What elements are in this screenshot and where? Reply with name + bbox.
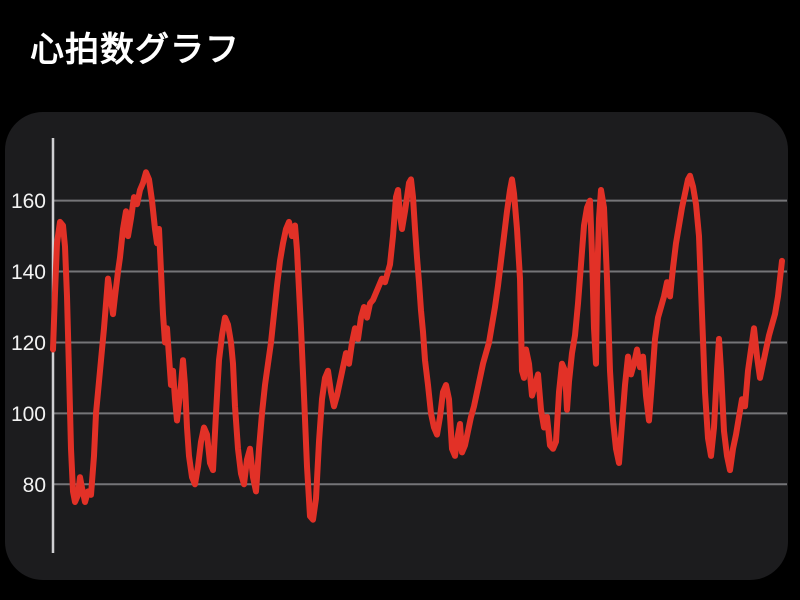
page-title: 心拍数グラフ (30, 31, 240, 69)
y-tick-label: 100 (11, 403, 46, 426)
y-tick-label: 120 (11, 332, 46, 355)
y-tick-label: 140 (11, 261, 46, 284)
heart-rate-chart: 160 140 120 100 80 (11, 138, 787, 553)
y-tick-label: 160 (11, 190, 46, 213)
y-axis-labels: 160 140 120 100 80 (11, 190, 46, 497)
y-tick-label: 80 (23, 474, 46, 497)
heart-rate-line (50, 169, 785, 523)
chart-panel: 160 140 120 100 80 (5, 112, 788, 580)
